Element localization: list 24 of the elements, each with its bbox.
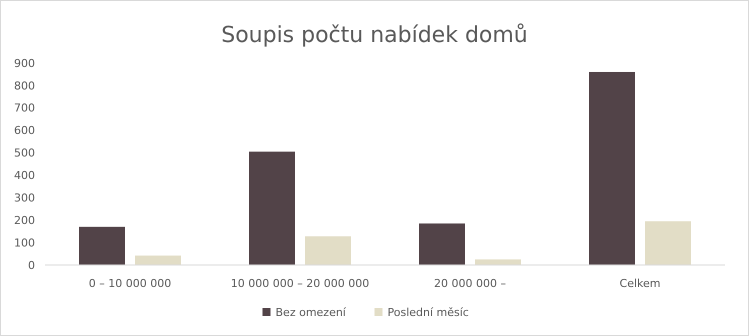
x-tick-label: 20 000 000 –: [434, 277, 506, 290]
y-tick-label: 300: [14, 192, 35, 205]
y-tick-label: 400: [14, 169, 35, 182]
legend-label: Poslední měsíc: [388, 306, 469, 319]
bar: [249, 152, 295, 265]
y-tick-label: 700: [14, 102, 35, 115]
x-tick-label: 0 – 10 000 000: [88, 277, 172, 290]
y-tick-label: 500: [14, 146, 35, 160]
y-tick-label: 800: [14, 79, 35, 92]
legend-label: Bez omezení: [276, 306, 347, 319]
y-tick-label: 0: [28, 258, 35, 272]
y-tick-label: 100: [14, 236, 35, 250]
y-tick-label: 200: [14, 214, 35, 227]
bar: [135, 256, 181, 265]
bar: [589, 72, 635, 265]
bar: [79, 226, 125, 265]
x-tick-label: Celkem: [620, 277, 660, 290]
bar: [305, 236, 351, 265]
x-tick-label: 10 000 000 – 20 000 000: [230, 277, 370, 290]
bar: [419, 223, 465, 265]
y-tick-label: 600: [14, 124, 35, 138]
bar: [645, 221, 691, 265]
y-tick-label: 900: [14, 56, 35, 70]
chart-title: Soupis počtu nabídek domů: [221, 23, 528, 48]
